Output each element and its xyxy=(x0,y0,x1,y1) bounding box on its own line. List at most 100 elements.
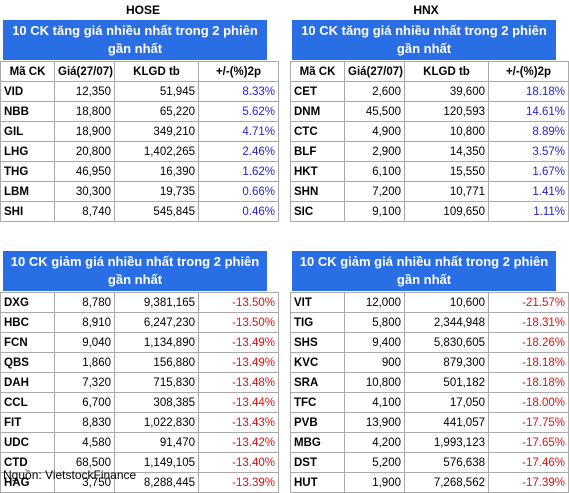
table-row: LHG 20,800 1,402,265 2.46% xyxy=(0,141,279,162)
column-header: KLGD tb xyxy=(114,61,199,82)
value-cell: 10,800 xyxy=(344,372,405,393)
value-cell: 1,993,123 xyxy=(404,432,489,453)
change-cell: -13.40% xyxy=(198,452,279,473)
change-cell: -18.26% xyxy=(488,332,569,353)
value-cell: 19,735 xyxy=(114,181,199,202)
value-cell: 9,400 xyxy=(344,332,405,353)
ticker-cell: TIG xyxy=(290,312,345,333)
ticker-cell: HUT xyxy=(290,472,345,493)
ticker-cell: HKT xyxy=(290,161,345,182)
value-cell: 1,022,830 xyxy=(114,412,199,433)
value-cell: 900 xyxy=(344,352,405,373)
value-cell: 1,134,890 xyxy=(114,332,199,353)
value-cell: 4,100 xyxy=(344,392,405,413)
change-cell: -13.49% xyxy=(198,352,279,373)
ticker-cell: NBB xyxy=(0,101,55,122)
ticker-cell: LBM xyxy=(0,181,55,202)
table-row: DST 5,200 576,638 -17.46% xyxy=(290,452,569,473)
change-cell: 18.18% xyxy=(488,81,569,102)
table-header-row: Mã CK Giá(27/07) KLGD tb +/-(%)2p xyxy=(290,61,569,82)
column-header: +/-(%)2p xyxy=(198,61,279,82)
value-cell: 7,200 xyxy=(344,181,405,202)
ticker-cell: FIT xyxy=(0,412,55,433)
ticker-cell: VIT xyxy=(290,292,345,313)
change-cell: 0.46% xyxy=(198,201,279,222)
hnx-gainers-title: 10 CK tăng giá nhiều nhất trong 2 phiên … xyxy=(292,20,556,60)
table-header-row: Mã CK Giá(27/07) KLGD tb +/-(%)2p xyxy=(0,61,279,82)
change-cell: -17.65% xyxy=(488,432,569,453)
change-cell: 14.61% xyxy=(488,101,569,122)
value-cell: 441,057 xyxy=(404,412,489,433)
value-cell: 8,830 xyxy=(54,412,115,433)
value-cell: 9,100 xyxy=(344,201,405,222)
value-cell: 5,200 xyxy=(344,452,405,473)
ticker-cell: DNM xyxy=(290,101,345,122)
ticker-cell: PVB xyxy=(290,412,345,433)
value-cell: 1,900 xyxy=(344,472,405,493)
table-row: DXG 8,780 9,381,165 -13.50% xyxy=(0,292,279,313)
value-cell: 6,700 xyxy=(54,392,115,413)
hnx-gainers-table: Mã CK Giá(27/07) KLGD tb +/-(%)2p CET 2,600 39… xyxy=(290,61,569,222)
change-cell: -13.39% xyxy=(198,472,279,493)
value-cell: 8,740 xyxy=(54,201,115,222)
ticker-cell: SIC xyxy=(290,201,345,222)
value-cell: 4,580 xyxy=(54,432,115,453)
table-row: LBM 30,300 19,735 0.66% xyxy=(0,181,279,202)
value-cell: 7,320 xyxy=(54,372,115,393)
value-cell: 2,900 xyxy=(344,141,405,162)
table-row: SRA 10,800 501,182 -18.18% xyxy=(290,372,569,393)
change-cell: 8.33% xyxy=(198,81,279,102)
value-cell: 156,880 xyxy=(114,352,199,373)
hnx-losers-table: VIT 12,000 10,600 -21.57% TIG 5,800 2,344,948-… xyxy=(290,292,569,493)
value-cell: 576,638 xyxy=(404,452,489,473)
table-row: HKT 6,100 15,550 1.67% xyxy=(290,161,569,182)
value-cell: 15,550 xyxy=(404,161,489,182)
table-row: HBC 8,910 6,247,230 -13.50% xyxy=(0,312,279,333)
table-row: THG 46,950 16,390 1.62% xyxy=(0,161,279,182)
hose-gainers-table: Mã CK Giá(27/07) KLGD tb +/-(%)2p VID 12,350 5… xyxy=(0,61,279,222)
table-row: CTC 4,900 10,800 8.89% xyxy=(290,121,569,142)
change-cell: 1.11% xyxy=(488,201,569,222)
value-cell: 5,800 xyxy=(344,312,405,333)
value-cell: 9,040 xyxy=(54,332,115,353)
change-cell: 1.41% xyxy=(488,181,569,202)
change-cell: 3.57% xyxy=(488,141,569,162)
table-row: FCN 9,040 1,134,890 -13.49% xyxy=(0,332,279,353)
value-cell: 8,910 xyxy=(54,312,115,333)
table-row: CCL 6,700 308,385 -13.44% xyxy=(0,392,279,413)
value-cell: 10,800 xyxy=(404,121,489,142)
change-cell: -18.18% xyxy=(488,352,569,373)
table-row: UDC 4,580 91,470 -13.42% xyxy=(0,432,279,453)
value-cell: 12,000 xyxy=(344,292,405,313)
value-cell: 1,402,265 xyxy=(114,141,199,162)
ticker-cell: GIL xyxy=(0,121,55,142)
ticker-cell: LHG xyxy=(0,141,55,162)
hose-label: HOSE xyxy=(125,3,160,17)
hose-losers-table: DXG 8,780 9,381,165 -13.50% HBC 8,910 6,247,23… xyxy=(0,292,279,493)
change-cell: 1.62% xyxy=(198,161,279,182)
value-cell: 10,600 xyxy=(404,292,489,313)
value-cell: 8,780 xyxy=(54,292,115,313)
ticker-cell: SHN xyxy=(290,181,345,202)
value-cell: 16,390 xyxy=(114,161,199,182)
value-cell: 6,100 xyxy=(344,161,405,182)
change-cell: 8.89% xyxy=(488,121,569,142)
change-cell: -13.43% xyxy=(198,412,279,433)
value-cell: 308,385 xyxy=(114,392,199,413)
hnx-label: HNX xyxy=(413,3,439,17)
value-cell: 13,900 xyxy=(344,412,405,433)
ticker-cell: CCL xyxy=(0,392,55,413)
ticker-cell: THG xyxy=(0,161,55,182)
value-cell: 51,945 xyxy=(114,81,199,102)
ticker-cell: DXG xyxy=(0,292,55,313)
value-cell: 349,210 xyxy=(114,121,199,142)
value-cell: 6,247,230 xyxy=(114,312,199,333)
value-cell: 715,830 xyxy=(114,372,199,393)
value-cell: 91,470 xyxy=(114,432,199,453)
ticker-cell: SHI xyxy=(0,201,55,222)
value-cell: 120,593 xyxy=(404,101,489,122)
ticker-cell: TFC xyxy=(290,392,345,413)
value-cell: 14,350 xyxy=(404,141,489,162)
ticker-cell: BLF xyxy=(290,141,345,162)
value-cell: 501,182 xyxy=(404,372,489,393)
